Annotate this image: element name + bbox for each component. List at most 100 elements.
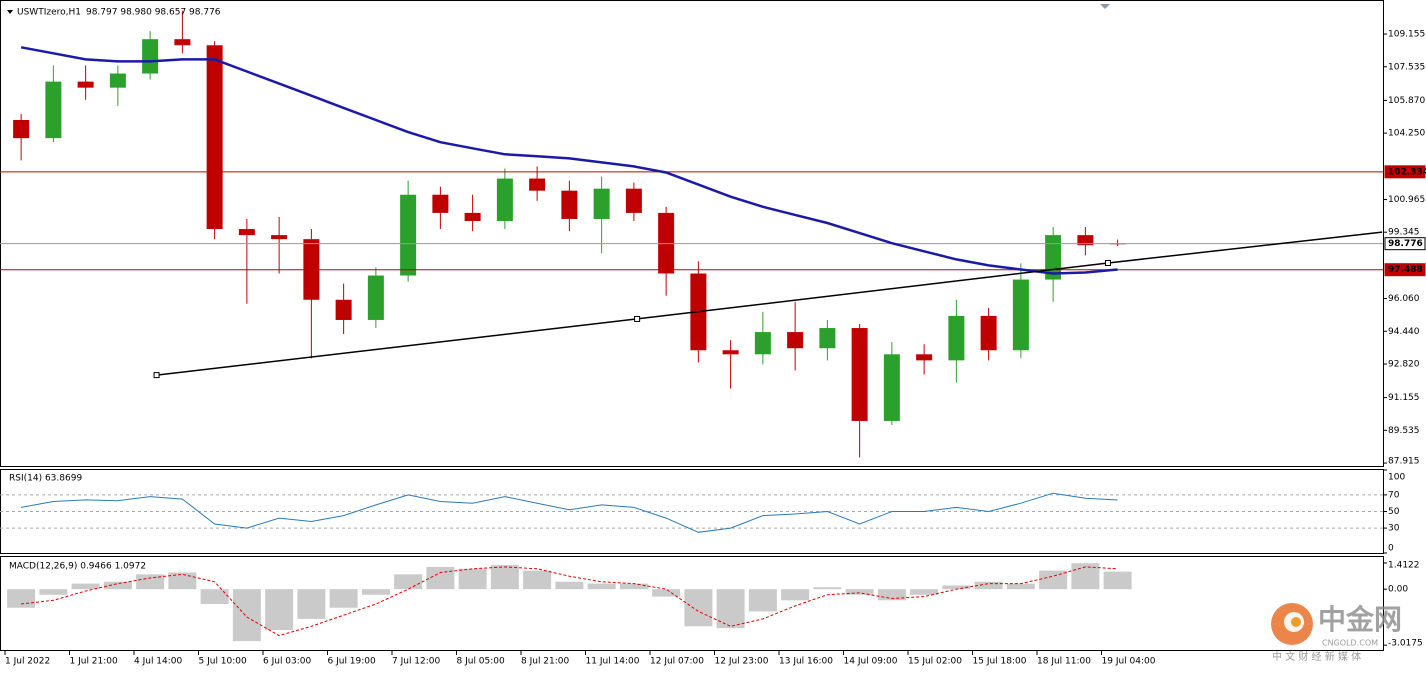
candle-body [625,188,642,213]
x-tick-label: 12 Jul 23:00 [715,657,769,667]
macd-bar [136,574,165,590]
macd-bar [103,581,132,590]
candle-body [1012,279,1029,351]
macd-bar [361,589,390,595]
trendline-handle [634,315,641,322]
x-tick-label: 19 Jul 04:00 [1102,657,1156,667]
candle-body [916,354,933,361]
candle-body [561,190,578,219]
x-tick-label: 5 Jul 10:00 [199,657,248,667]
candle-body [593,188,610,219]
y-tick-label: 100.965 [1388,195,1425,205]
macd-bar [974,581,1003,590]
candle-body [367,275,384,320]
x-tick-label: 15 Jul 18:00 [973,657,1027,667]
macd-bar [781,589,810,601]
macd-panel [0,556,1384,651]
trendline [156,231,1383,376]
macd-bar [1039,570,1068,590]
macd-bar [555,581,584,590]
panel-title: RSI(14) 63.8699 [9,474,82,484]
candle-body [400,194,417,276]
trendline-handle [153,372,160,379]
macd-bar [7,589,36,608]
x-tick-label: 12 Jul 07:00 [650,657,704,667]
y-tick-label: 0.00 [1388,585,1408,595]
macd-bar [168,572,197,590]
panel-title: MACD(12,26,9) 0.9466 1.0972 [9,562,146,572]
candle-body [464,212,481,221]
y-tick-label: 91.155 [1388,393,1420,403]
macd-bar [684,589,713,627]
candle-body [819,328,836,349]
candle-body [142,39,159,74]
watermark-tagline: 中 文 财 经 新 媒 体 [1272,650,1361,663]
candle-body [335,299,352,320]
y-tick-label: 99.345 [1388,228,1420,238]
trendline-handle [1104,259,1111,266]
macd-bar [716,589,745,629]
x-tick-label: 14 Jul 09:00 [844,657,898,667]
y-tick-label: 0 [1388,544,1394,554]
y-tick-label: 70 [1388,490,1400,500]
candle-body [271,235,288,240]
x-tick-label: 15 Jul 02:00 [908,657,962,667]
macd-bar [329,589,358,608]
x-tick-label: 1 Jul 21:00 [70,657,119,667]
y-tick-label: 94.440 [1388,327,1420,337]
macd-bar [813,587,842,590]
ohlc-values: 98.797 98.980 98.657 98.776 [86,8,221,18]
macd-bar [619,583,648,590]
candle-body [851,328,868,421]
macd-bar [71,583,100,590]
candle-body [109,73,126,88]
x-tick-label: 8 Jul 21:00 [521,657,570,667]
candle-body [948,315,965,361]
macd-bar [523,570,552,590]
shift-marker [1100,4,1110,9]
candle-body [432,194,449,213]
macd-bar [877,589,906,601]
menu-arrow [7,10,13,14]
macd-bar [394,574,423,590]
panel-title: USWTIzero,H1 [17,8,81,18]
y-tick-label: 87.915 [1388,457,1420,467]
candle-body [883,354,900,421]
y-tick-label: 89.535 [1388,426,1420,436]
x-tick-label: 6 Jul 19:00 [328,657,377,667]
candle-body [980,315,997,351]
x-tick-label: 1 Jul 2022 [5,657,50,667]
y-tick-label: 50 [1388,507,1400,517]
logo-dot [1291,617,1301,627]
candle-body [787,332,804,349]
y-tick-label: 96.060 [1388,294,1420,304]
y-tick-label: 30 [1388,524,1400,534]
price-label-box [1384,165,1426,179]
x-tick-label: 6 Jul 03:00 [263,657,312,667]
price-label: 98.776 [1388,239,1423,249]
y-tick-label: 107.535 [1388,62,1425,72]
price-label-box [1384,237,1426,251]
x-tick-label: 4 Jul 14:00 [134,657,183,667]
macd-bar [232,589,261,642]
x-tick-label: 13 Jul 16:00 [779,657,833,667]
rsi-line [21,492,1118,533]
macd-bar [942,585,971,590]
watermark-name: 中金网 [1318,603,1402,636]
macd-bar [39,589,68,595]
macd-bar [845,589,874,595]
macd-bar [297,589,326,619]
x-tick-label: 7 Jul 12:00 [392,657,441,667]
candle-body [1077,235,1094,246]
x-tick-label: 11 Jul 14:00 [586,657,640,667]
price-label: 102.334 [1388,167,1426,177]
price-label-box [1384,263,1426,277]
watermark-site: CNGOLD.COM [1322,639,1378,648]
y-tick-label: -3.0175 [1388,639,1423,649]
macd-bar [426,566,455,590]
moving-average [20,46,1118,275]
candle-body [496,178,513,221]
candle-body [754,332,771,355]
